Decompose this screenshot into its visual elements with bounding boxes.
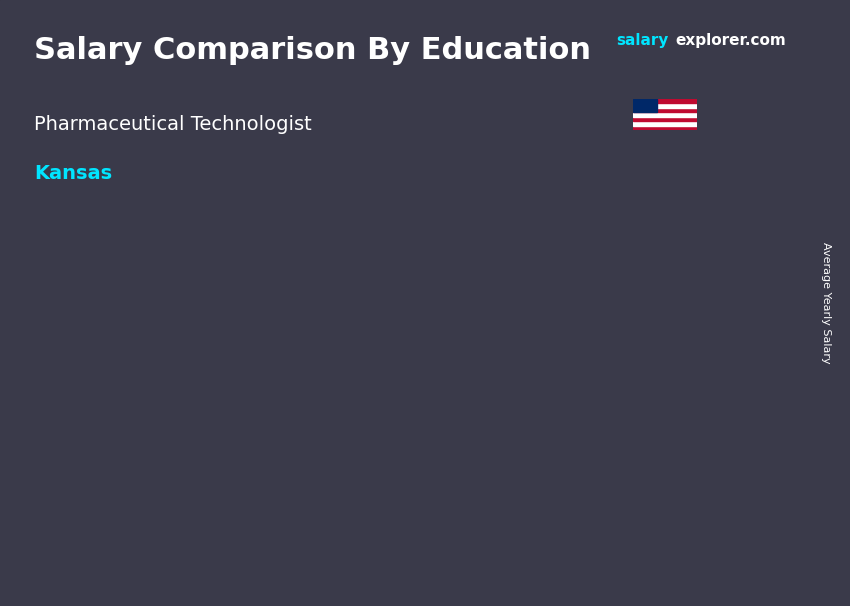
Bar: [633, 99, 697, 103]
Text: +83%: +83%: [398, 154, 473, 178]
Text: Salary Comparison By Education: Salary Comparison By Education: [34, 36, 591, 65]
Bar: [633, 103, 697, 108]
Polygon shape: [465, 213, 696, 502]
Bar: [633, 121, 697, 126]
Bar: [633, 112, 697, 117]
Bar: [633, 117, 697, 121]
Text: Pharmaceutical Technologist: Pharmaceutical Technologist: [34, 115, 312, 134]
Polygon shape: [406, 335, 433, 502]
Text: salary: salary: [616, 33, 669, 48]
Text: Kansas: Kansas: [34, 164, 112, 182]
Polygon shape: [175, 335, 433, 344]
Polygon shape: [465, 203, 722, 213]
Bar: [633, 99, 658, 112]
Polygon shape: [696, 203, 722, 502]
Text: Bachelor's Degree: Bachelor's Degree: [218, 511, 389, 530]
Bar: [633, 108, 697, 112]
Text: Average Yearly Salary: Average Yearly Salary: [821, 242, 831, 364]
Text: 130,000 USD: 130,000 USD: [581, 180, 711, 198]
Text: 71,100 USD: 71,100 USD: [225, 367, 343, 385]
Polygon shape: [175, 344, 406, 502]
Bar: [633, 126, 697, 130]
Text: Master's Degree: Master's Degree: [517, 511, 671, 530]
Text: explorer.com: explorer.com: [676, 33, 786, 48]
